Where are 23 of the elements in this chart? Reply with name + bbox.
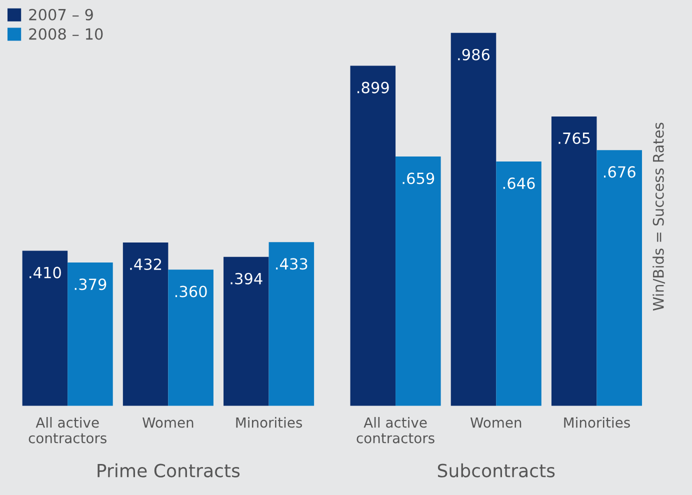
data-label: .432 [130,258,162,270]
x-tick-label: All active contractors [356,417,434,444]
x-tick-label: Minorities [564,417,630,428]
data-label: .410 [30,266,61,278]
text: Prime Contracts [98,463,240,478]
data-label: .899 [358,82,389,94]
data-label: .394 [230,272,262,284]
x-tick-label: Minorities [236,417,302,428]
x-tick-label: Women [470,417,522,428]
legend-label: 2007 – 9 [29,8,93,20]
x-tick-label: All active contractors [28,417,106,444]
data-label: .765 [558,132,590,144]
data-label: .986 [458,48,490,60]
data-label: .379 [74,278,106,290]
y-axis-title: Win/Bids = Success Rates [652,122,666,311]
text: Subcontracts [438,463,555,478]
data-label: .676 [604,166,636,178]
data-label: .659 [402,172,434,184]
x-tick-label: Women [142,417,194,428]
data-label: .646 [503,178,535,190]
data-label: .433 [276,258,308,270]
legend-label: 2008 – 10 [29,28,103,40]
data-label: .360 [175,286,207,298]
